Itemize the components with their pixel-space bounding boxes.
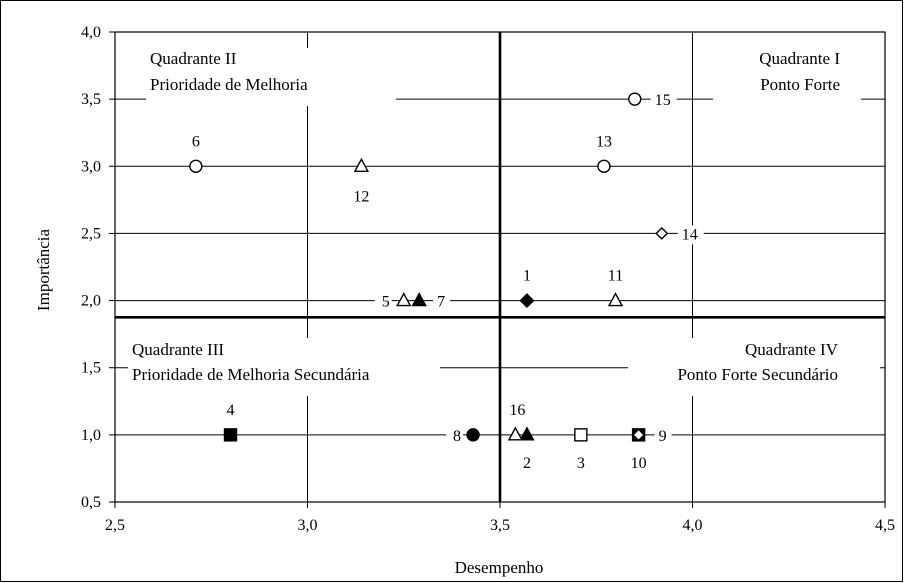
point-label: 12 <box>353 188 369 205</box>
point-label-backdrop <box>650 91 677 111</box>
point-2-triangle <box>519 426 535 441</box>
point-label: 16 <box>509 402 525 419</box>
point-label: 15 <box>655 92 671 109</box>
y-tick-label: 0,5 <box>81 494 101 511</box>
point-8-circle <box>466 428 480 442</box>
x-axis-title: Desempenho <box>455 558 544 577</box>
point-label-backdrop <box>222 400 239 420</box>
point-4-square <box>223 428 238 442</box>
y-tick-label: 2,5 <box>81 225 101 242</box>
quadrant-title: Quadrante III <box>132 340 224 359</box>
y-tick-label: 1,0 <box>81 427 101 444</box>
y-axis-title: Importância <box>34 228 53 311</box>
point-5-triangle <box>396 292 412 307</box>
quadrant-label-backdrop <box>128 338 440 396</box>
point-label-backdrop <box>518 266 536 286</box>
quadrant-dividers <box>115 32 885 502</box>
point-label: 6 <box>192 133 200 150</box>
point-label: 14 <box>682 226 698 243</box>
point-label: 3 <box>577 455 585 472</box>
quadrant-label-backdrop <box>713 48 861 106</box>
quadrant-description: Prioridade de Melhoria Secundária <box>132 365 370 384</box>
point-6-circle <box>189 159 203 173</box>
point-label: 8 <box>453 428 461 445</box>
point-label-backdrop <box>187 132 205 152</box>
quadrant-label-backdrop <box>628 338 880 396</box>
point-label-backdrop <box>518 453 536 473</box>
y-tick-label: 3,5 <box>81 91 101 108</box>
y-tick-label: 2,0 <box>81 293 101 310</box>
point-15-circle <box>628 92 642 106</box>
point-label: 1 <box>523 268 531 285</box>
point-label: 9 <box>659 428 667 445</box>
point-7-triangle <box>411 292 427 307</box>
x-tick-label: 4,5 <box>875 517 895 534</box>
x-tick-label: 3,5 <box>490 517 510 534</box>
point-11-triangle <box>607 292 624 307</box>
point-label-backdrop <box>504 400 531 420</box>
y-tick-label: 1,5 <box>81 360 101 377</box>
y-tick-label: 3,0 <box>81 158 101 175</box>
quadrant-labels: Quadrante II Prioridade de Melhoria Quadra… <box>128 48 880 396</box>
point-1-diamond <box>519 293 535 309</box>
point-label: 13 <box>596 133 612 150</box>
quadrant-description: Ponto Forte Secundário <box>677 365 838 384</box>
x-tick-label: 3,0 <box>298 517 318 534</box>
point-label: 10 <box>631 455 647 472</box>
point-label: 5 <box>382 294 390 311</box>
quadrant-title: Quadrante I <box>759 49 840 68</box>
point-label-backdrop <box>374 292 392 312</box>
point-label: 2 <box>523 455 531 472</box>
point-label-backdrop <box>677 225 704 245</box>
y-tick-label: 4,0 <box>81 24 101 41</box>
point-label-backdrop <box>446 426 464 446</box>
point-12-triangle <box>353 157 370 172</box>
data-points <box>189 92 669 442</box>
quadrant-title: Quadrante II <box>150 49 237 68</box>
x-tick-label: 2,5 <box>105 517 125 534</box>
point-14-diamond <box>655 226 669 240</box>
point-label: 11 <box>608 268 623 285</box>
quadrant-description: Ponto Forte <box>760 75 840 94</box>
point-label: 4 <box>227 402 235 419</box>
axes: 0,5 1,0 1,5 2,0 2,5 3,0 3,5 4,0 2,5 3,0 3,5 4,0 4,5 <box>81 24 895 534</box>
point-10-diamond <box>632 428 646 442</box>
point-label-backdrop <box>654 426 672 446</box>
point-13-circle <box>597 159 611 173</box>
x-tick-label: 4,0 <box>683 517 703 534</box>
quadrant-title: Quadrante IV <box>745 340 839 359</box>
point-label-backdrop <box>433 292 451 312</box>
quadrant-label-backdrop <box>146 48 396 106</box>
point-16-triangle <box>507 426 524 441</box>
point-label: 7 <box>437 294 445 311</box>
point-label-backdrop <box>625 453 652 473</box>
point-label-backdrop <box>572 453 590 473</box>
point-label-backdrop <box>602 266 629 286</box>
point-label-backdrop <box>590 132 617 152</box>
point-label-backdrop <box>348 187 375 207</box>
quadrant-description: Prioridade de Melhoria <box>150 75 308 94</box>
point-3-square <box>574 428 588 442</box>
